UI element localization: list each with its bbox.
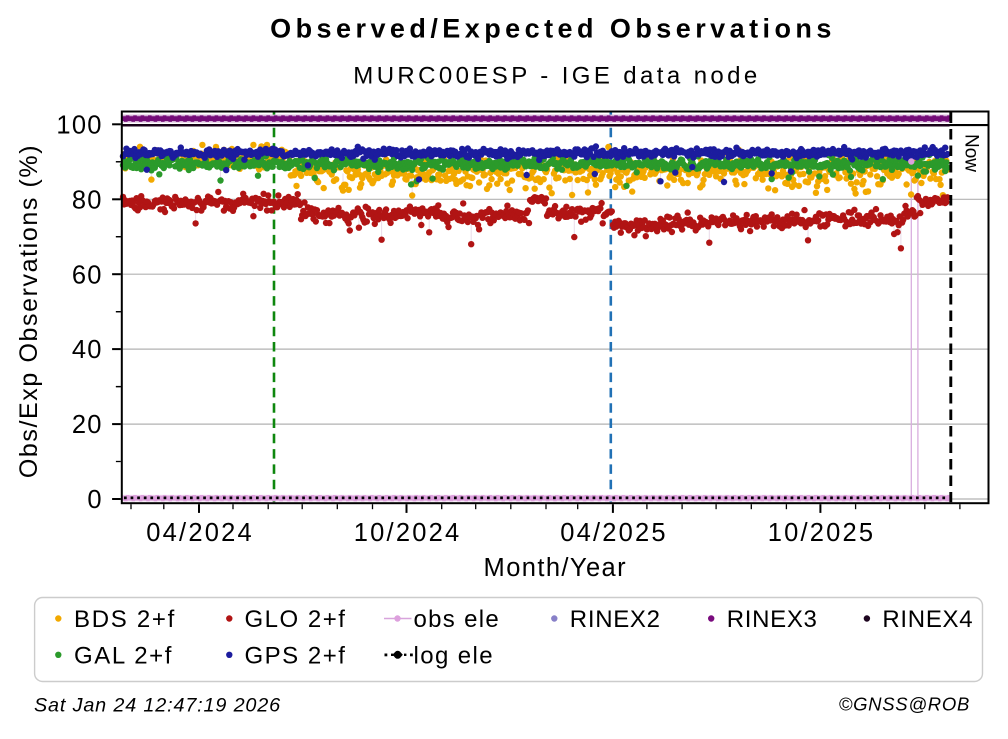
svg-text:Obs/Exp Observations (%): Obs/Exp Observations (%) (15, 144, 43, 478)
svg-text:100: 100 (56, 111, 102, 139)
svg-text:BDS 2+f: BDS 2+f (74, 606, 176, 633)
svg-text:04/2025: 04/2025 (560, 519, 668, 547)
svg-text:GLO 2+f: GLO 2+f (245, 606, 347, 633)
svg-text:MURC00ESP - IGE data node: MURC00ESP - IGE data node (353, 63, 760, 90)
svg-text:RINEX3: RINEX3 (727, 606, 818, 633)
svg-text:GAL 2+f: GAL 2+f (74, 642, 173, 669)
svg-text:80: 80 (72, 186, 103, 214)
svg-text:20: 20 (72, 411, 103, 439)
svg-text:Month/Year: Month/Year (484, 554, 627, 582)
svg-text:40: 40 (72, 336, 103, 364)
svg-text:0: 0 (87, 486, 102, 514)
svg-text:Observed/Expected Observations: Observed/Expected Observations (270, 14, 836, 44)
svg-text:04/2024: 04/2024 (146, 519, 254, 547)
svg-text:RINEX4: RINEX4 (882, 606, 973, 633)
svg-text:obs ele: obs ele (414, 606, 501, 633)
svg-text:RINEX2: RINEX2 (570, 606, 661, 633)
svg-text:log ele: log ele (414, 642, 495, 669)
svg-text:Now: Now (961, 134, 982, 172)
svg-text:©GNSS@ROB: ©GNSS@ROB (839, 694, 970, 715)
svg-text:60: 60 (72, 261, 103, 289)
svg-text:10/2024: 10/2024 (354, 519, 462, 547)
svg-text:10/2025: 10/2025 (768, 519, 876, 547)
svg-text:Sat Jan 24 12:47:19 2026: Sat Jan 24 12:47:19 2026 (34, 695, 281, 717)
svg-text:GPS 2+f: GPS 2+f (245, 642, 347, 669)
